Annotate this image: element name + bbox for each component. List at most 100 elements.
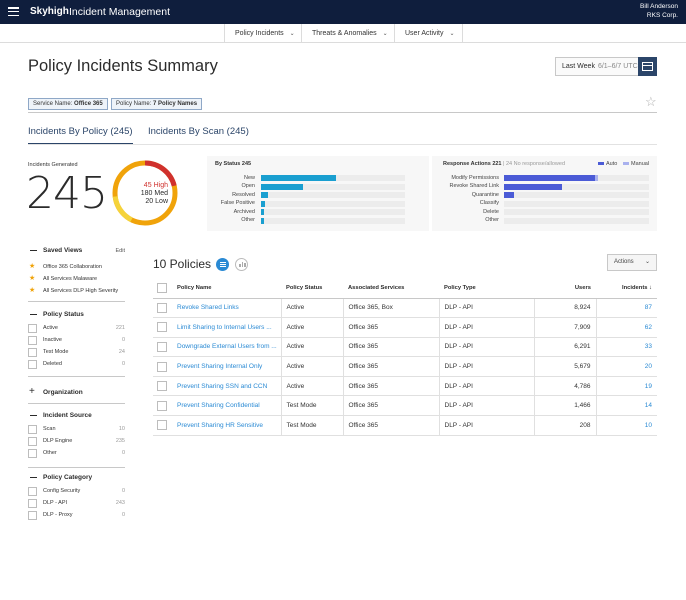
- collapse-icon[interactable]: [30, 250, 37, 252]
- response-bar-track: [504, 209, 649, 215]
- severity-high: 45 High: [143, 182, 168, 189]
- filter-label: Test Mode: [43, 349, 69, 355]
- incidents-link[interactable]: 87: [595, 298, 657, 319]
- filter-label: Inactive: [43, 337, 62, 343]
- tab-incidents-by-policy[interactable]: Incidents By Policy (245): [28, 126, 133, 145]
- checkbox[interactable]: [28, 510, 37, 520]
- checkbox[interactable]: [28, 486, 37, 496]
- col-policy-status[interactable]: Policy Status: [281, 279, 343, 299]
- app-title: Incident Management: [69, 5, 170, 18]
- policy-status-cell: Test Mode: [280, 415, 343, 436]
- policy-status-header[interactable]: Policy Status: [28, 310, 125, 320]
- filter-checkbox-item[interactable]: Active 221: [28, 322, 125, 334]
- incidents-link[interactable]: 14: [595, 395, 657, 417]
- filter-count: 235: [115, 438, 125, 444]
- filter-checkbox-item[interactable]: DLP - API 243: [28, 497, 125, 509]
- policy-name-link[interactable]: Prevent Sharing Internal Only: [172, 356, 281, 377]
- tab-incidents-by-scan[interactable]: Incidents By Scan (245): [148, 126, 249, 137]
- star-icon[interactable]: ☆: [645, 94, 657, 109]
- policy-type-cell: DLP - API: [438, 356, 534, 377]
- filter-chip-service[interactable]: Service Name: Office 365: [28, 98, 108, 110]
- checkbox[interactable]: [28, 347, 37, 357]
- incidents-total: 245: [26, 168, 108, 219]
- star-icon: ★: [29, 263, 36, 270]
- response-bar-auto: [504, 192, 515, 198]
- saved-view-item[interactable]: ★ All Services Malaware: [28, 273, 125, 285]
- list-view-icon[interactable]: [216, 258, 229, 271]
- incidents-link[interactable]: 19: [595, 376, 657, 397]
- organization-header[interactable]: + Organization: [29, 386, 83, 397]
- checkbox[interactable]: [28, 335, 37, 345]
- policy-status-cell: Active: [280, 298, 343, 319]
- tab-threats-anomalies[interactable]: Threats & Anomalies ⌄: [301, 24, 394, 43]
- row-checkbox[interactable]: [153, 376, 172, 397]
- filter-checkbox-item[interactable]: Scan 10: [28, 423, 125, 435]
- row-checkbox[interactable]: [153, 298, 172, 319]
- policy-status-cell: Active: [280, 337, 343, 358]
- incidents-link[interactable]: 10: [595, 415, 657, 436]
- nav-divider: [462, 24, 463, 43]
- row-checkbox[interactable]: [153, 415, 172, 436]
- col-incidents[interactable]: Incidents ↓: [596, 279, 657, 299]
- filter-checkbox-item[interactable]: Deleted 0: [28, 358, 125, 370]
- filter-count: 0: [121, 337, 125, 343]
- policy-name-link[interactable]: Downgrade External Users from ...: [172, 337, 281, 358]
- filter-checkbox-item[interactable]: Other 0: [28, 447, 125, 459]
- collapse-icon[interactable]: [30, 477, 37, 479]
- response-bar-label: Revoke Shared Link: [449, 183, 499, 189]
- chart-view-icon[interactable]: [235, 258, 248, 271]
- filter-checkbox-item[interactable]: DLP Engine 235: [28, 435, 125, 447]
- chip-key: Policy Name:: [116, 101, 152, 107]
- organization-section: + Organization: [28, 386, 125, 404]
- policy-category-header[interactable]: Policy Category: [28, 473, 125, 483]
- policy-name-link[interactable]: Limit Sharing to Internal Users ...: [172, 317, 281, 338]
- checkbox[interactable]: [28, 448, 37, 458]
- calendar-icon[interactable]: [638, 57, 657, 76]
- policy-name-link[interactable]: Prevent Sharing SSN and CCN: [172, 376, 281, 397]
- incident-source-header[interactable]: Incident Source: [28, 411, 125, 421]
- row-checkbox[interactable]: [153, 317, 172, 338]
- tab-policy-incidents[interactable]: Policy Incidents ⌄: [224, 24, 301, 43]
- collapse-icon[interactable]: [30, 314, 37, 316]
- filter-checkbox-item[interactable]: Config Security 0: [28, 485, 125, 497]
- incidents-link[interactable]: 33: [595, 337, 657, 358]
- policy-name-link[interactable]: Revoke Shared Links: [172, 298, 281, 319]
- filter-chip-policy[interactable]: Policy Name: 7 Policy Names: [111, 98, 203, 110]
- actions-dropdown[interactable]: Actions ⌄: [607, 254, 657, 271]
- col-policy-name[interactable]: Policy Name: [172, 279, 281, 299]
- row-checkbox[interactable]: [153, 356, 172, 377]
- checkbox[interactable]: [28, 359, 37, 369]
- policy-name-link[interactable]: Prevent Sharing Confidential: [172, 395, 281, 417]
- user-menu[interactable]: Bill Anderson RKS Corp.: [640, 3, 678, 20]
- legend-auto: Auto: [598, 161, 617, 167]
- hamburger-menu-icon[interactable]: [8, 7, 19, 17]
- incidents-link[interactable]: 20: [595, 356, 657, 377]
- filter-checkbox-item[interactable]: Test Mode 24: [28, 346, 125, 358]
- users-cell: 4,786: [533, 376, 596, 397]
- select-all-checkbox[interactable]: [153, 279, 172, 299]
- checkbox[interactable]: [28, 323, 37, 333]
- status-bar-track: [261, 217, 405, 224]
- date-range-picker[interactable]: Last Week 6/1–6/7 UTC: [555, 57, 657, 76]
- filter-checkbox-item[interactable]: DLP - Proxy 0: [28, 509, 125, 521]
- col-users[interactable]: Users: [534, 279, 596, 299]
- tab-user-activity[interactable]: User Activity ⌄: [394, 24, 462, 43]
- col-associated-services[interactable]: Associated Services: [343, 279, 439, 299]
- expand-icon[interactable]: +: [29, 386, 35, 397]
- row-checkbox[interactable]: [153, 337, 172, 358]
- row-checkbox[interactable]: [153, 395, 172, 417]
- saved-view-item[interactable]: ★ Office 365 Collaboration: [28, 261, 125, 273]
- filter-checkbox-item[interactable]: Inactive 0: [28, 334, 125, 346]
- checkbox[interactable]: [28, 424, 37, 434]
- saved-view-item[interactable]: ★ All Services DLP High Severity: [28, 285, 125, 297]
- checkbox[interactable]: [28, 436, 37, 446]
- incidents-link[interactable]: 62: [595, 317, 657, 338]
- policy-name-link[interactable]: Prevent Sharing HR Sensitive: [172, 415, 281, 436]
- brand-logo[interactable]: Skyhigh: [30, 6, 69, 17]
- collapse-icon[interactable]: [30, 415, 37, 417]
- edit-saved-views-link[interactable]: Edit: [115, 248, 125, 254]
- saved-views-header[interactable]: Saved Views Edit: [28, 246, 125, 256]
- checkbox[interactable]: [28, 498, 37, 508]
- col-policy-type[interactable]: Policy Type: [439, 279, 534, 299]
- policy-category-section: Policy Category Config Security 0 DLP - AP…: [28, 473, 125, 521]
